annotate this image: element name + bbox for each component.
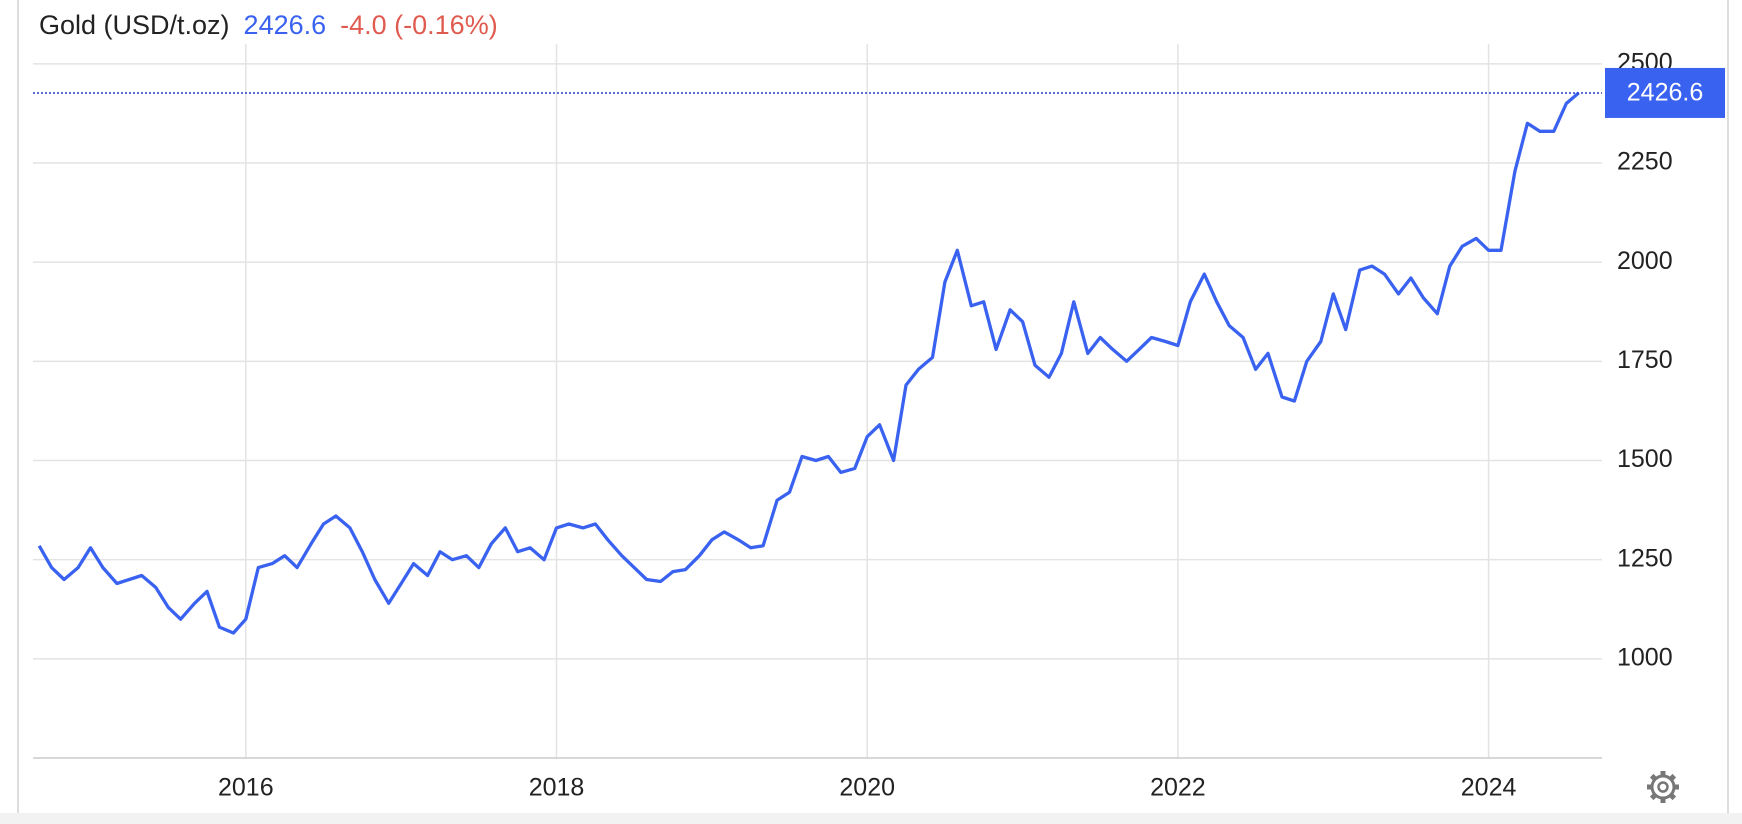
price-line xyxy=(37,91,1580,635)
x-tick-label: 2020 xyxy=(839,774,895,802)
last-price-label: 2426.6 xyxy=(1627,79,1703,107)
y-tick-label: 1250 xyxy=(1617,544,1673,572)
header: Gold (USD/t.oz) 2426.6 -4.0 (-0.16%) xyxy=(39,10,512,41)
y-tick-label: 2250 xyxy=(1617,148,1673,176)
x-tick-label: 2022 xyxy=(1150,774,1206,802)
last-price-badge xyxy=(1605,67,1725,118)
price-change: -4.0 (-0.16%) xyxy=(340,10,498,40)
y-tick-label: 1000 xyxy=(1617,643,1673,671)
x-tick-label: 2018 xyxy=(529,774,585,802)
x-tick-label: 2024 xyxy=(1461,774,1517,802)
chart-title: Gold (USD/t.oz) xyxy=(39,10,230,40)
last-price: 2426.6 xyxy=(243,10,327,40)
y-tick-label: 1500 xyxy=(1617,445,1673,473)
x-tick-label: 2016 xyxy=(218,774,274,802)
settings-icon[interactable] xyxy=(1647,771,1679,803)
y-tick-label: 1750 xyxy=(1617,346,1673,374)
footer-strip xyxy=(0,813,1742,824)
y-tick-label: 2000 xyxy=(1617,247,1673,275)
